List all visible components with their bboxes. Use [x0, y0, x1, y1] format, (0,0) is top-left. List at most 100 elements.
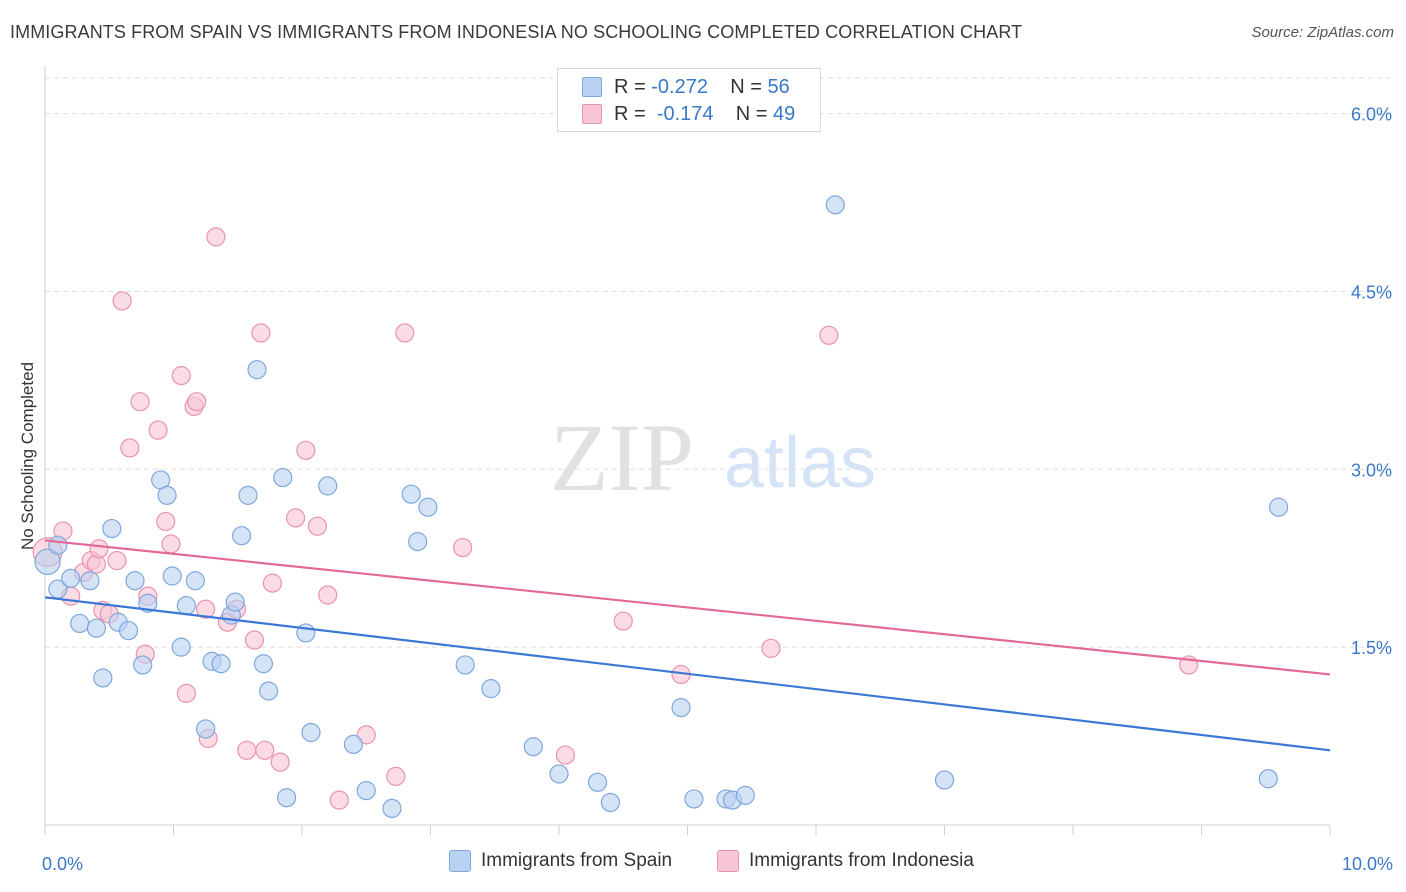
point-spain	[86, 618, 107, 638]
point-indonesia	[156, 511, 176, 532]
point-spain	[276, 788, 297, 808]
point-spain	[176, 596, 196, 616]
point-spain	[1268, 497, 1289, 517]
y-tick-label: 4.5%	[1351, 282, 1392, 302]
y-tick-label: 3.0%	[1351, 460, 1392, 480]
trend-line-spain	[44, 596, 1331, 752]
point-indonesia	[613, 611, 633, 631]
correlation-legend: R = -0.272 N = 56 R = -0.174 N = 49	[557, 68, 821, 132]
point-indonesia	[176, 683, 196, 703]
axes	[44, 66, 1331, 835]
point-indonesia	[819, 325, 839, 345]
legend-r-label: R =	[614, 75, 646, 98]
watermark: ZIP atlas	[550, 404, 876, 511]
point-indonesia	[187, 392, 207, 412]
point-indonesia	[148, 420, 168, 440]
point-spain	[735, 785, 755, 805]
point-spain	[93, 668, 113, 688]
legend-swatch-indonesia	[582, 104, 602, 124]
source-credit: Source: ZipAtlas.com	[1251, 24, 1394, 41]
point-spain	[80, 571, 100, 591]
point-indonesia	[251, 323, 271, 343]
point-spain	[253, 654, 274, 674]
point-spain	[162, 566, 182, 586]
point-indonesia	[237, 740, 257, 760]
legend-swatch-indonesia	[717, 850, 739, 872]
point-indonesia	[453, 537, 473, 558]
legend-r-value: -0.272	[651, 75, 708, 98]
series-legend: Immigrants from Spain Immigrants from In…	[0, 850, 1406, 880]
point-indonesia	[318, 585, 338, 605]
point-spain	[343, 734, 363, 754]
point-indonesia	[89, 539, 109, 559]
legend-r-label: R =	[614, 102, 646, 125]
point-spain	[138, 593, 158, 613]
legend-n-value: 56	[767, 75, 790, 98]
point-indonesia	[120, 438, 140, 458]
point-spain	[232, 526, 252, 546]
point-indonesia	[285, 508, 306, 528]
point-spain	[185, 571, 205, 591]
point-indonesia	[329, 790, 349, 810]
y-axis-label: No Schooling Completed	[18, 362, 37, 550]
point-indonesia	[761, 638, 781, 658]
point-indonesia	[161, 534, 181, 554]
point-indonesia	[386, 766, 406, 786]
point-indonesia	[307, 516, 328, 536]
point-spain	[238, 485, 258, 505]
point-indonesia	[171, 366, 191, 386]
point-spain	[356, 781, 376, 801]
point-indonesia	[244, 630, 265, 650]
legend-n-value: 49	[773, 102, 796, 125]
point-spain	[1258, 769, 1278, 789]
legend-r-value: -0.174	[656, 102, 714, 125]
y-tick-label: 1.5%	[1351, 638, 1392, 658]
point-spain	[418, 497, 438, 517]
point-spain	[34, 548, 61, 575]
point-spain	[684, 789, 704, 809]
point-spain	[70, 613, 90, 634]
point-indonesia	[255, 740, 275, 760]
point-spain	[671, 698, 691, 718]
point-indonesia	[262, 573, 283, 593]
point-spain	[934, 770, 955, 790]
point-indonesia	[270, 752, 290, 772]
point-spain	[225, 592, 245, 612]
point-indonesia	[356, 725, 376, 745]
legend-label-spain: Immigrants from Spain	[481, 850, 673, 871]
point-spain	[408, 532, 428, 552]
point-spain	[258, 681, 279, 701]
point-indonesia	[196, 599, 216, 619]
legend-item-indonesia[interactable]: Immigrants from Indonesia	[717, 850, 974, 872]
point-spain	[825, 195, 845, 215]
tick-labels: 1.5% 3.0% 4.5% 6.0% 0.0% 10.0%	[42, 105, 1393, 874]
legend-row-indonesia: R = -0.174 N = 49	[582, 101, 795, 127]
point-spain	[600, 792, 621, 813]
point-spain	[102, 518, 122, 539]
point-spain	[382, 798, 402, 819]
point-spain	[247, 360, 267, 380]
legend-item-spain[interactable]: Immigrants from Spain	[449, 850, 672, 872]
point-spain	[481, 679, 501, 699]
point-spain	[211, 654, 231, 674]
point-spain	[118, 620, 139, 641]
point-spain	[196, 719, 216, 739]
point-spain	[61, 568, 81, 588]
point-spain	[157, 485, 177, 505]
legend-label-indonesia: Immigrants from Indonesia	[749, 850, 974, 871]
point-spain	[523, 737, 543, 757]
chart-title: IMMIGRANTS FROM SPAIN VS IMMIGRANTS FROM…	[10, 22, 1023, 42]
point-spain	[549, 764, 569, 784]
point-spain	[318, 476, 338, 496]
point-spain	[455, 655, 475, 675]
trend-lines	[44, 539, 1331, 752]
point-indonesia	[395, 323, 415, 343]
point-spain	[171, 637, 191, 657]
point-indonesia	[112, 291, 132, 311]
legend-n-label: N =	[730, 75, 762, 98]
watermark-atlas: atlas	[724, 423, 876, 503]
point-spain	[301, 722, 321, 743]
point-indonesia	[107, 550, 127, 571]
trend-line-indonesia	[44, 539, 1331, 676]
legend-n-label: N =	[735, 102, 768, 125]
